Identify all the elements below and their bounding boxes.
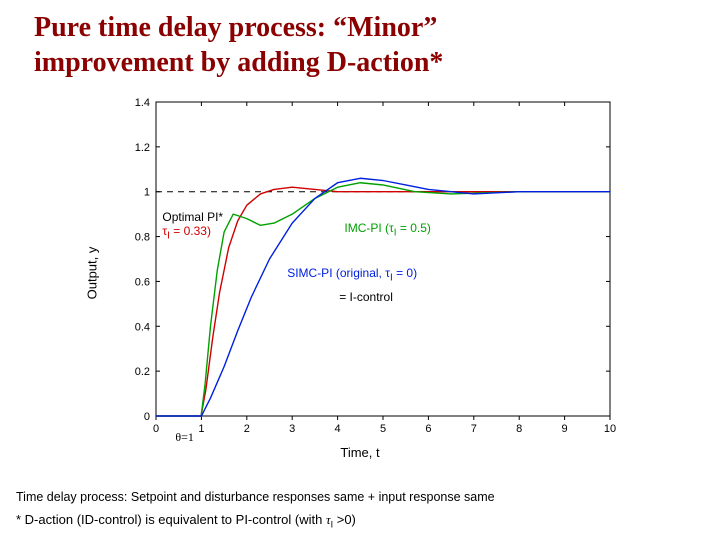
svg-text:6: 6 <box>425 423 431 435</box>
svg-text:1.2: 1.2 <box>135 142 150 154</box>
annot-imc-pi: IMC-PI (τI = 0.5) <box>344 221 431 238</box>
annot-simc-pi: SIMC-PI (original, τI = 0) <box>287 266 417 283</box>
svg-text:8: 8 <box>516 423 522 435</box>
svg-text:3: 3 <box>289 423 295 435</box>
svg-text:7: 7 <box>471 423 477 435</box>
chart-container: 01234567891000.20.40.60.811.21.4 Output,… <box>100 88 620 458</box>
footnote-text: * D-action (ID-control) is equivalent to… <box>16 512 356 530</box>
svg-text:0: 0 <box>144 411 150 423</box>
svg-text:0.4: 0.4 <box>135 321 150 333</box>
svg-text:4: 4 <box>335 423 341 435</box>
x-axis-label: Time, t <box>340 445 379 460</box>
svg-text:1: 1 <box>198 423 204 435</box>
y-axis-label: Output, y <box>85 247 100 300</box>
caption-text: Time delay process: Setpoint and disturb… <box>16 490 495 504</box>
title-line-2: improvement by adding D-action* <box>34 47 443 78</box>
svg-text:0.8: 0.8 <box>135 232 150 244</box>
svg-text:1.4: 1.4 <box>135 97 150 109</box>
title-line-1: Pure time delay process: “Minor” <box>34 12 437 43</box>
annot-i-control: = I-control <box>339 290 393 304</box>
svg-text:2: 2 <box>244 423 250 435</box>
svg-text:9: 9 <box>562 423 568 435</box>
svg-text:10: 10 <box>604 423 616 435</box>
slide-root: Pure time delay process: “Minor” improve… <box>0 0 720 540</box>
svg-text:5: 5 <box>380 423 386 435</box>
svg-text:0.2: 0.2 <box>135 366 150 378</box>
annot-optimal-pi: Optimal PI*τI = 0.33) <box>162 210 223 241</box>
slide-title: Pure time delay process: “Minor” improve… <box>20 10 700 80</box>
svg-text:1: 1 <box>144 187 150 199</box>
svg-text:0: 0 <box>153 423 159 435</box>
svg-text:0.6: 0.6 <box>135 276 150 288</box>
annot-theta: θ=1 <box>175 430 194 445</box>
